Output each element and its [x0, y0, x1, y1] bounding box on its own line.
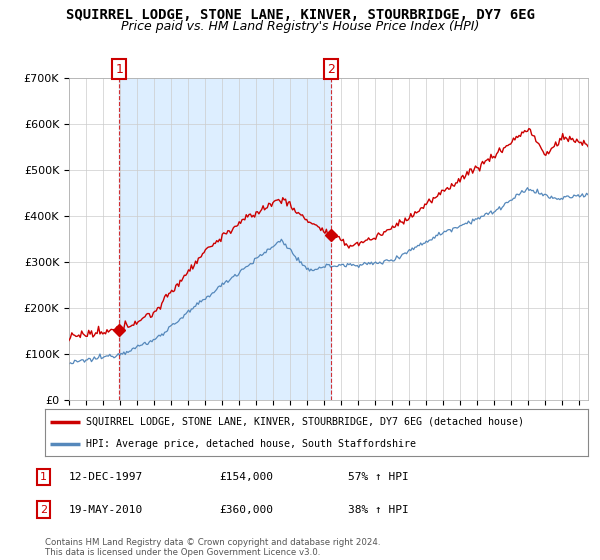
Text: 2: 2: [327, 63, 335, 76]
Text: Price paid vs. HM Land Registry's House Price Index (HPI): Price paid vs. HM Land Registry's House …: [121, 20, 479, 32]
Text: 1: 1: [40, 472, 47, 482]
Text: 1: 1: [115, 63, 123, 76]
Text: Contains HM Land Registry data © Crown copyright and database right 2024.
This d: Contains HM Land Registry data © Crown c…: [45, 538, 380, 557]
Text: 12-DEC-1997: 12-DEC-1997: [69, 472, 143, 482]
Text: 19-MAY-2010: 19-MAY-2010: [69, 505, 143, 515]
Text: £360,000: £360,000: [219, 505, 273, 515]
Text: 57% ↑ HPI: 57% ↑ HPI: [348, 472, 409, 482]
Text: 2: 2: [40, 505, 47, 515]
Text: HPI: Average price, detached house, South Staffordshire: HPI: Average price, detached house, Sout…: [86, 438, 416, 449]
Text: SQUIRREL LODGE, STONE LANE, KINVER, STOURBRIDGE, DY7 6EG: SQUIRREL LODGE, STONE LANE, KINVER, STOU…: [65, 8, 535, 22]
Text: £154,000: £154,000: [219, 472, 273, 482]
Text: SQUIRREL LODGE, STONE LANE, KINVER, STOURBRIDGE, DY7 6EG (detached house): SQUIRREL LODGE, STONE LANE, KINVER, STOU…: [86, 417, 524, 427]
Bar: [119, 78, 331, 400]
Text: 38% ↑ HPI: 38% ↑ HPI: [348, 505, 409, 515]
